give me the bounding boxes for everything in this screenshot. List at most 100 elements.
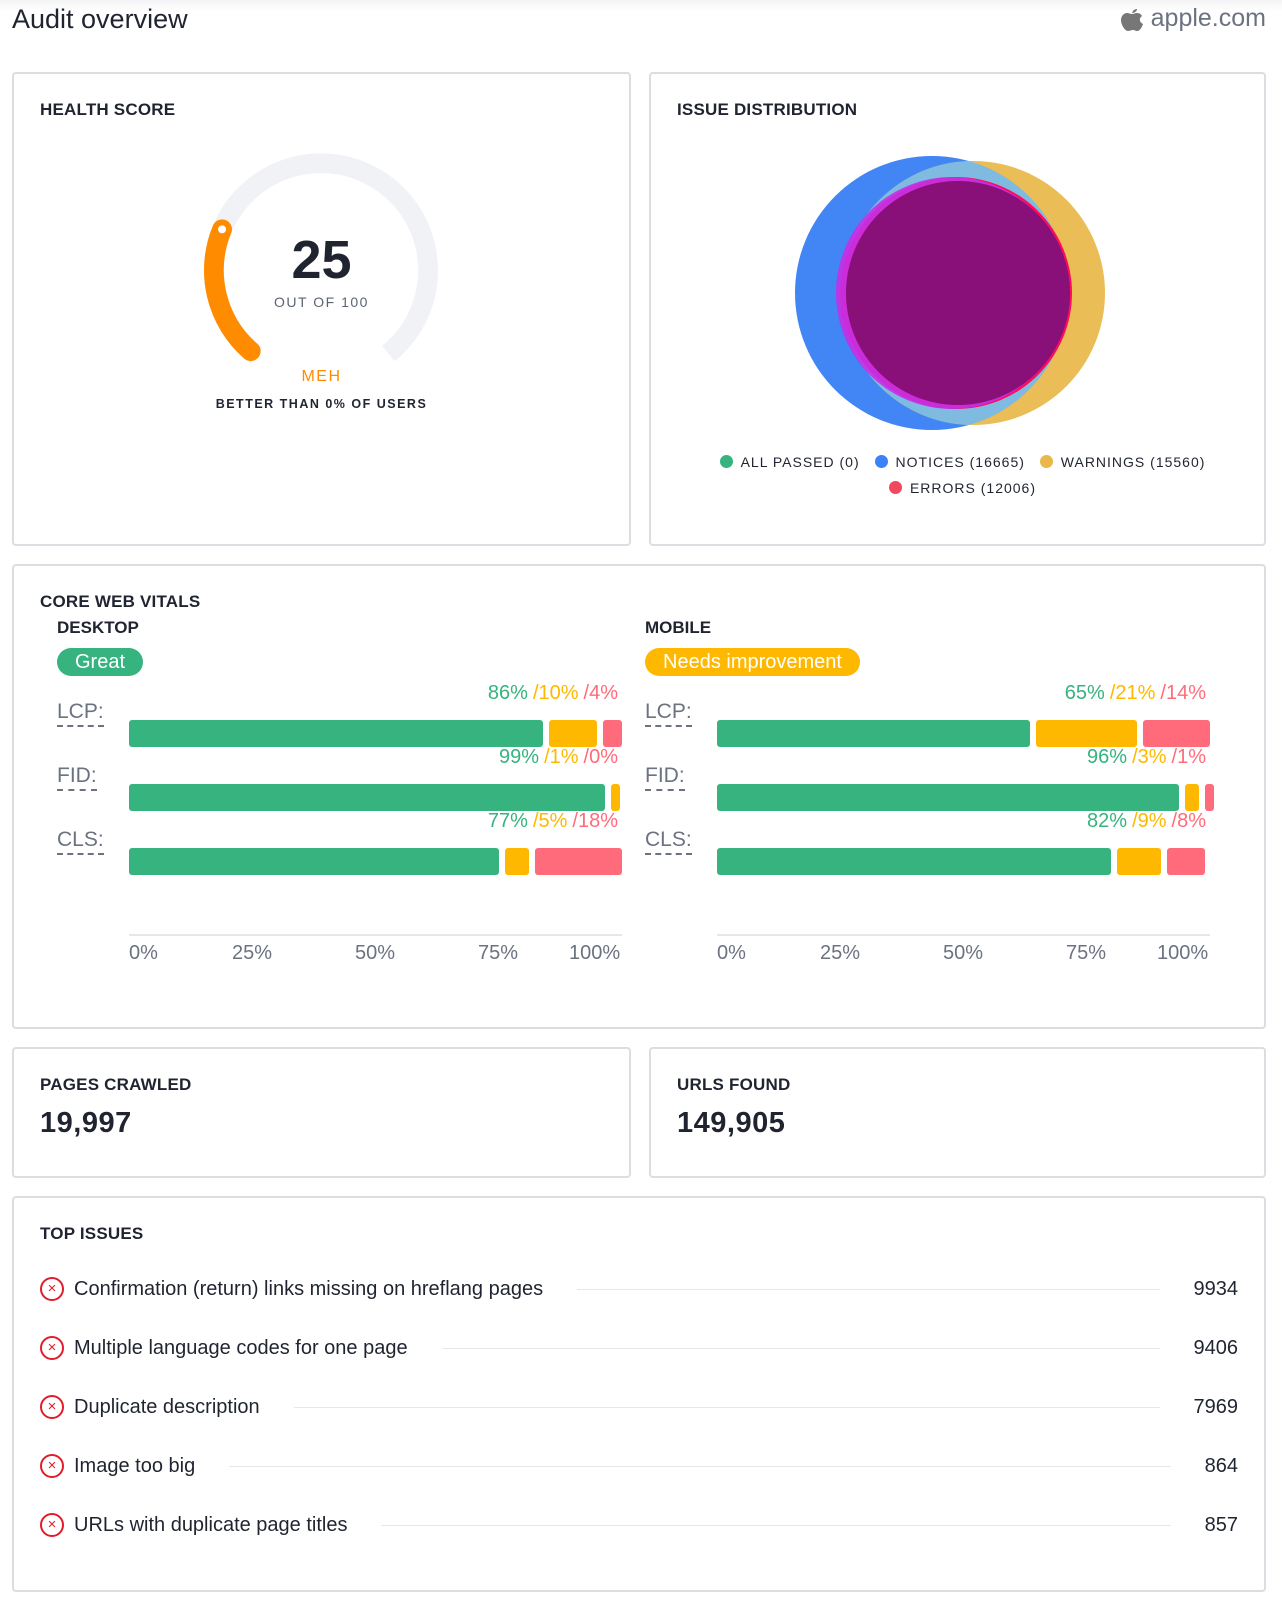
issue-label[interactable]: Image too big xyxy=(74,1454,196,1477)
x-axis-tick: 0% xyxy=(717,942,746,964)
legend-passed: ALL PASSED (0) xyxy=(740,454,860,470)
metric-label-fid[interactable]: FID: xyxy=(57,763,97,791)
health-rating: MEH xyxy=(301,368,342,385)
top-bar xyxy=(0,0,1282,44)
cwv-title: CORE WEB VITALS xyxy=(40,592,201,611)
error-x-icon: × xyxy=(40,1277,64,1301)
top-issues-card: TOP ISSUES × Confirmation (return) links … xyxy=(12,1196,1266,1592)
good-percent: 65% xyxy=(1064,682,1105,704)
venn-diagram xyxy=(795,156,1105,430)
desktop-label: DESKTOP xyxy=(57,618,139,637)
good-percent: 99% xyxy=(499,746,540,768)
legend-dot-errors xyxy=(888,481,902,494)
good-bar xyxy=(717,784,1179,811)
legend-dot-warnings xyxy=(1039,455,1053,468)
gauge-fill xyxy=(204,219,261,362)
issue-distribution-title: ISSUE DISTRIBUTION xyxy=(677,100,858,119)
urls-found-card: URLS FOUND 149,905 xyxy=(649,1047,1266,1178)
poor-bar xyxy=(1166,848,1206,875)
metric-percentages: 99%/1%/0% xyxy=(499,746,618,769)
page-title: Audit overview xyxy=(12,4,188,34)
issue-label[interactable]: Multiple language codes for one page xyxy=(74,1336,408,1359)
issue-row[interactable]: × Image too big 864 xyxy=(40,1451,1238,1481)
error-x-icon: × xyxy=(40,1454,64,1478)
issue-label[interactable]: Duplicate description xyxy=(74,1395,260,1418)
urls-found-value: 149,905 xyxy=(677,1107,786,1139)
needs-percent: /9% xyxy=(1132,810,1167,832)
issue-row[interactable]: × URLs with duplicate page titles 857 xyxy=(40,1510,1238,1540)
x-axis-tick: 50% xyxy=(943,942,984,964)
needs-percent: /21% xyxy=(1109,682,1156,704)
good-percent: 82% xyxy=(1087,810,1128,832)
error-x-icon: × xyxy=(40,1513,64,1537)
health-score-card: HEALTH SCORE 25 OUT OF 100 MEH BETTER TH… xyxy=(12,72,631,546)
pages-crawled-card: PAGES CRAWLED 19,997 xyxy=(12,1047,631,1178)
site-domain: apple.com xyxy=(1150,4,1266,32)
poor-percent: /0% xyxy=(583,746,618,768)
good-bar xyxy=(129,784,606,811)
metric-label-lcp[interactable]: LCP: xyxy=(645,699,692,727)
poor-percent: /18% xyxy=(572,810,618,832)
issue-row[interactable]: × Duplicate description 7969 xyxy=(40,1392,1238,1422)
issue-distribution-card: ISSUE DISTRIBUTION ALL PASSED (0) NOTICE… xyxy=(649,72,1266,546)
x-axis-tick: 100% xyxy=(1157,942,1209,964)
error-x-icon: × xyxy=(40,1395,64,1419)
needs-improvement-bar xyxy=(1035,720,1137,747)
metric-label-lcp[interactable]: LCP: xyxy=(57,699,104,727)
needs-percent: /10% xyxy=(532,682,579,704)
needs-improvement-bar xyxy=(548,720,597,747)
good-percent: 86% xyxy=(487,682,528,704)
error-x-icon: × xyxy=(40,1336,64,1360)
metric-percentages: 82%/9%/8% xyxy=(1087,810,1206,833)
legend-dot-passed xyxy=(719,455,733,468)
issue-count: 7969 xyxy=(1193,1395,1239,1418)
needs-percent: /1% xyxy=(544,746,579,768)
metric-percentages: 77%/5%/18% xyxy=(488,810,618,833)
poor-bar xyxy=(535,848,622,875)
needs-improvement-bar xyxy=(1184,784,1200,811)
site-label: apple.com xyxy=(1120,4,1266,33)
poor-percent: /4% xyxy=(583,682,618,704)
good-bar xyxy=(717,848,1112,875)
venn-overlap xyxy=(846,181,1070,405)
distribution-legend-row2: ERRORS (12006) xyxy=(651,480,1264,496)
distribution-legend: ALL PASSED (0) NOTICES (16665) WARNINGS … xyxy=(651,454,1264,470)
top-issues-title: TOP ISSUES xyxy=(40,1224,144,1243)
issue-divider xyxy=(229,1465,1171,1467)
x-axis-tick: 25% xyxy=(820,942,861,964)
core-web-vitals-card: CORE WEB VITALS DESKTOP Great LCP: 86%/10% /… xyxy=(12,564,1266,1029)
metric-label-cls[interactable]: CLS: xyxy=(57,827,104,855)
poor-percent: /14% xyxy=(1160,682,1206,704)
issue-count: 9406 xyxy=(1193,1336,1239,1359)
urls-found-title: URLS FOUND xyxy=(677,1075,791,1094)
x-axis-tick: 0% xyxy=(129,942,158,964)
pages-crawled-value: 19,997 xyxy=(40,1107,132,1139)
x-axis-line xyxy=(129,934,622,936)
needs-improvement-bar xyxy=(505,848,530,875)
good-percent: 77% xyxy=(487,810,528,832)
issue-divider xyxy=(381,1524,1171,1526)
poor-bar xyxy=(1205,784,1215,811)
gauge-knob xyxy=(218,225,227,234)
good-bar xyxy=(129,848,500,875)
needs-improvement-bar xyxy=(611,784,621,811)
x-axis-tick: 100% xyxy=(569,942,621,964)
issue-label[interactable]: Confirmation (return) links missing on h… xyxy=(74,1277,544,1300)
health-better-than: BETTER THAN 0% OF USERS xyxy=(215,397,428,411)
metric-label-fid[interactable]: FID: xyxy=(645,763,685,791)
issue-divider xyxy=(577,1288,1160,1290)
issue-divider xyxy=(293,1406,1160,1408)
metric-label-cls[interactable]: CLS: xyxy=(645,827,692,855)
issue-count: 9934 xyxy=(1193,1277,1239,1300)
metric-percentages: 96%/3%/1% xyxy=(1087,746,1206,769)
needs-percent: /5% xyxy=(532,810,568,832)
poor-percent: /1% xyxy=(1171,746,1206,768)
poor-bar xyxy=(1142,720,1210,747)
issue-row[interactable]: × Confirmation (return) links missing on … xyxy=(40,1274,1238,1304)
issue-count: 864 xyxy=(1204,1454,1238,1477)
issue-row[interactable]: × Multiple language codes for one page 940… xyxy=(40,1333,1238,1363)
x-axis-tick: 75% xyxy=(1066,942,1107,964)
metric-percentages: 65%/21%/14% xyxy=(1065,682,1206,705)
legend-notices: NOTICES (16665) xyxy=(895,454,1025,470)
issue-label[interactable]: URLs with duplicate page titles xyxy=(74,1513,348,1536)
